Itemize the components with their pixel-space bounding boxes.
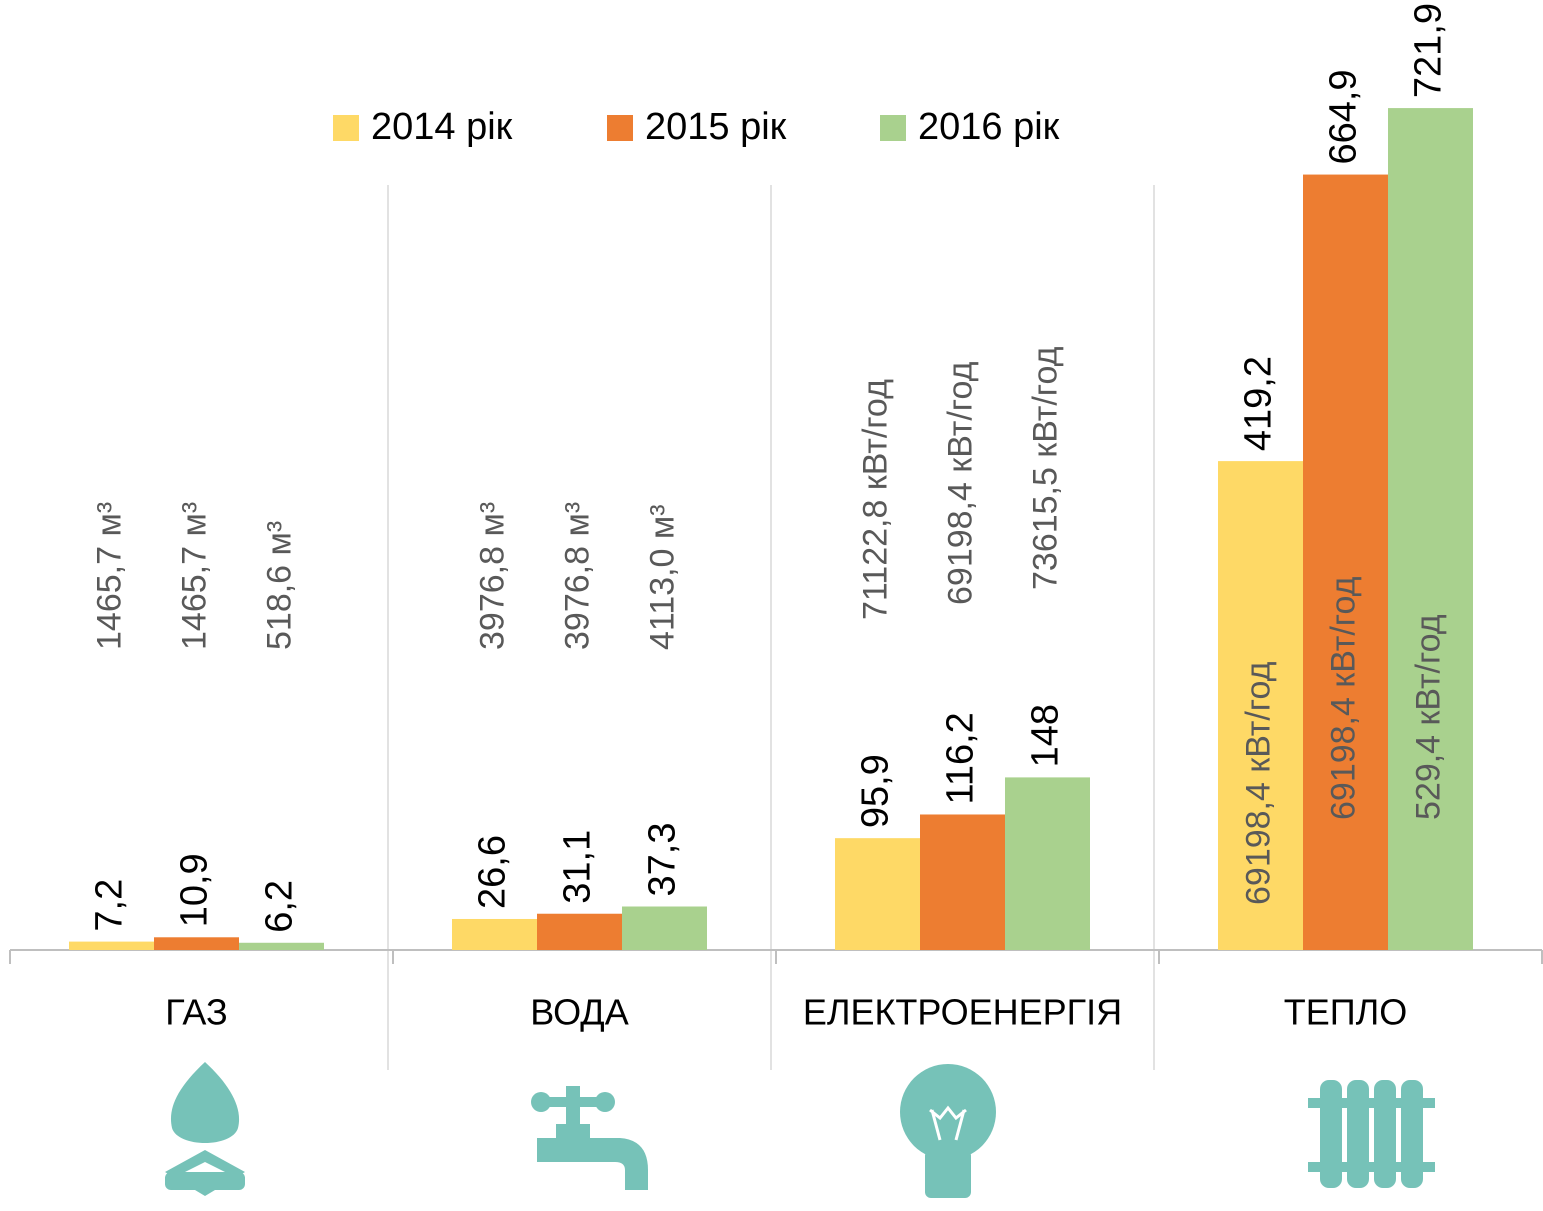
consumption-label: 1465,7 м³ bbox=[90, 502, 128, 650]
value-label: 116,2 bbox=[940, 712, 982, 804]
consumption-label: 73615,5 кВт/год bbox=[1026, 346, 1064, 590]
value-label: 419,2 bbox=[1238, 356, 1280, 451]
consumption-label: 69198,4 кВт/год bbox=[1324, 576, 1362, 820]
consumption-label: 518,6 м³ bbox=[260, 521, 298, 650]
radiator-icon bbox=[1308, 1080, 1435, 1188]
bar bbox=[154, 937, 239, 950]
consumption-label: 69198,4 кВт/год bbox=[1239, 661, 1277, 905]
value-label: 31,1 bbox=[557, 830, 599, 904]
x-tick-label: ЕЛЕКТРОЕНЕРГІЯ bbox=[803, 992, 1122, 1033]
x-tick-label: ТЕПЛО bbox=[1284, 992, 1408, 1033]
consumption-label: 1465,7 м³ bbox=[175, 502, 213, 650]
legend-swatch bbox=[333, 115, 359, 141]
bar bbox=[239, 942, 324, 950]
water-icon bbox=[531, 1086, 648, 1190]
bar bbox=[537, 913, 622, 950]
value-label: 664,9 bbox=[1323, 69, 1365, 164]
value-label: 37,3 bbox=[642, 823, 684, 897]
value-label: 26,6 bbox=[472, 835, 514, 909]
bar bbox=[1218, 461, 1303, 950]
gas-icon bbox=[165, 1062, 245, 1196]
bar bbox=[1005, 777, 1090, 950]
value-label: 10,9 bbox=[174, 853, 216, 927]
consumption-label: 4113,0 м³ bbox=[643, 504, 681, 650]
bar bbox=[920, 814, 1005, 950]
x-tick-label: ГАЗ bbox=[165, 992, 227, 1033]
consumption-label: 69198,4 кВт/год bbox=[941, 361, 979, 605]
value-label: 721,9 bbox=[1408, 3, 1450, 98]
value-label: 7,2 bbox=[89, 879, 131, 932]
legend-swatch bbox=[880, 115, 906, 141]
bar bbox=[622, 906, 707, 950]
value-label: 148 bbox=[1025, 704, 1067, 767]
x-tick-label: ВОДА bbox=[530, 992, 628, 1033]
bar bbox=[1303, 174, 1388, 951]
value-label: 95,9 bbox=[855, 754, 897, 828]
consumption-label: 3976,8 м³ bbox=[558, 502, 596, 650]
legend-label: 2014 рік bbox=[371, 106, 513, 148]
bar bbox=[835, 838, 920, 950]
bar bbox=[1388, 108, 1473, 951]
bar bbox=[69, 941, 154, 950]
consumption-label: 3976,8 м³ bbox=[473, 502, 511, 650]
consumption-label: 71122,8 кВт/год bbox=[856, 379, 894, 620]
value-label: 6,2 bbox=[259, 880, 301, 933]
consumption-label: 529,4 кВт/год bbox=[1409, 614, 1447, 820]
legend-swatch bbox=[607, 115, 633, 141]
bulb-icon bbox=[900, 1064, 996, 1198]
bar bbox=[452, 918, 537, 950]
legend-label: 2015 рік bbox=[645, 106, 787, 148]
legend-label: 2016 рік bbox=[918, 106, 1060, 148]
icons bbox=[165, 1062, 1435, 1198]
